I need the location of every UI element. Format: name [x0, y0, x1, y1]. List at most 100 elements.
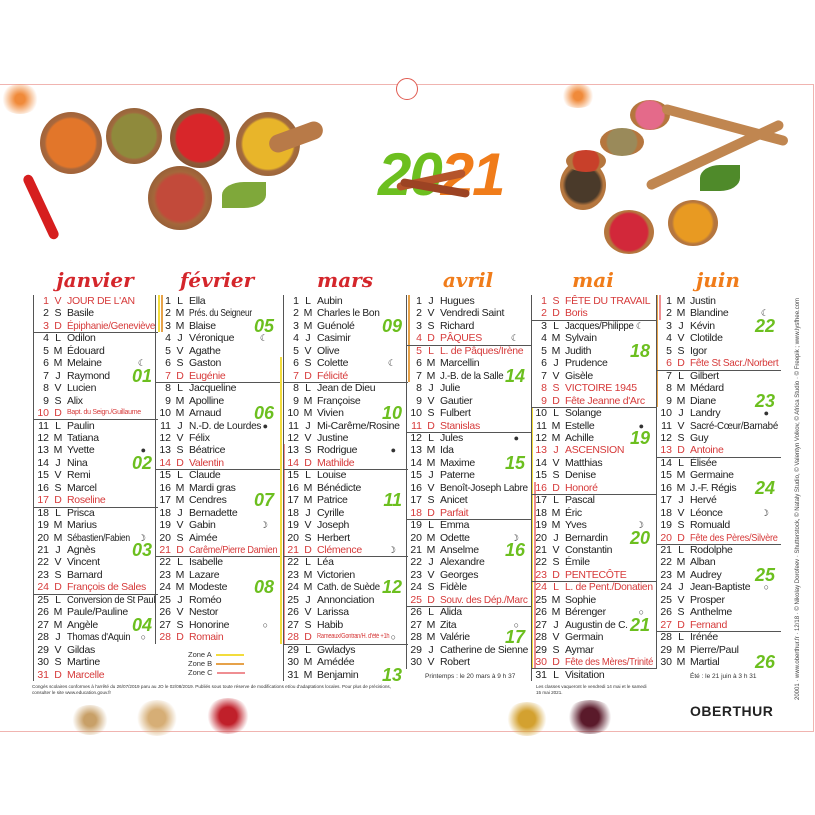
day-number: 18	[660, 506, 672, 519]
week-number: 24	[754, 477, 775, 498]
day-row: 12 V Justine	[284, 432, 408, 444]
saint-name: Cath. de Suède	[317, 581, 380, 594]
saint-name: Emma	[440, 519, 470, 532]
day-number: 4	[416, 332, 422, 345]
weekday-letter: V	[304, 344, 312, 357]
day-number: 9	[43, 394, 49, 407]
weekday-letter: M	[676, 556, 686, 569]
day-number: 23	[660, 568, 672, 581]
saint-name: Claude	[189, 469, 221, 482]
week-number: 26	[754, 652, 775, 673]
day-number: 12	[159, 431, 171, 444]
weekday-letter: M	[676, 643, 686, 656]
saint-name: Clémence	[317, 544, 362, 556]
weekday-letter: M	[551, 519, 561, 532]
day-row: 5 V Olive	[284, 345, 408, 357]
first-quarter-icon: ☽	[510, 532, 519, 543]
day-row: 24 S Fidèle	[407, 581, 531, 593]
weekday-letter: V	[427, 656, 435, 669]
day-number: 10	[37, 407, 49, 420]
weekday-letter: D	[176, 544, 184, 556]
weekday-letter: S	[427, 319, 435, 332]
weekday-letter: L	[553, 581, 559, 594]
day-row: 6 M Marcellin	[407, 357, 531, 369]
day-row: 24 M Cath. de Suède	[284, 581, 408, 593]
day-number: 25	[287, 593, 299, 606]
day-number: 5	[165, 344, 171, 357]
weekday-letter: L	[177, 295, 183, 307]
day-row: 13 J ASCENSION	[532, 444, 656, 456]
weekday-letter: M	[175, 394, 185, 407]
saint-name: Léa	[317, 556, 334, 569]
day-row: 18 J Bernadette	[156, 507, 280, 519]
weekday-letter: M	[676, 307, 686, 320]
school-zones-legend: Zone A Zone B Zone C	[188, 650, 245, 677]
day-row: 13 M Ida	[407, 444, 531, 456]
day-row: 17 M Cendres	[156, 494, 280, 506]
weekday-letter: L	[177, 382, 183, 395]
day-number: 4	[541, 332, 547, 345]
day-number: 25	[535, 593, 547, 606]
saint-name: Casimir	[317, 332, 351, 345]
day-row: 2 M Prés. du Seigneur	[156, 307, 280, 319]
weekday-letter: S	[54, 568, 62, 581]
day-row: 16 D Honoré	[532, 482, 656, 496]
weekday-letter: S	[54, 394, 62, 407]
day-row: 29 V Gildas	[34, 644, 158, 656]
saint-name: Georges	[440, 568, 479, 581]
saint-name: Éric	[565, 506, 582, 519]
day-number: 26	[287, 606, 299, 619]
day-number: 26	[159, 606, 171, 619]
weekday-letter: D	[304, 369, 312, 382]
weekday-letter: L	[305, 556, 311, 569]
weekday-letter: M	[426, 444, 436, 457]
month-title: mars	[317, 268, 373, 292]
day-row: 11 J N.-D. de Lourdes	[156, 420, 280, 432]
saint-name: Joseph	[317, 519, 350, 532]
saint-name: Cyrille	[317, 506, 345, 519]
day-row: 25 D Souv. des Dép./Marc	[407, 594, 531, 608]
day-row: 14 J Nina	[34, 457, 158, 469]
last-quarter-icon: ☾	[387, 358, 396, 369]
saint-name: L. de Pent./Donatien	[565, 581, 653, 594]
day-number: 21	[159, 544, 171, 556]
day-row: 18 L Prisca	[34, 507, 158, 519]
saint-name: Sacré-Cœur/Barnabé	[690, 419, 778, 432]
day-number: 28	[410, 631, 422, 644]
day-row: 20 S Herbert	[284, 532, 408, 544]
weekday-letter: D	[304, 456, 312, 469]
weekday-letter: M	[53, 618, 63, 631]
saint-name: Kévin	[690, 319, 715, 332]
weekday-letter: L	[428, 519, 434, 532]
day-number: 11	[536, 419, 547, 432]
day-row: 7 D Félicité	[284, 369, 408, 384]
day-row: 1 S FÊTE DU TRAVAIL	[532, 295, 656, 307]
day-row: 16 M Bénédicte	[284, 482, 408, 494]
day-number: 31	[287, 668, 299, 681]
weekday-letter: S	[677, 344, 685, 357]
weekday-letter: D	[552, 307, 560, 320]
saint-name: Justin	[690, 295, 716, 307]
day-number: 9	[165, 394, 171, 407]
saint-name: Augustin de C.	[565, 618, 628, 631]
day-row: 30 D Fête des Mères/Trinité	[532, 656, 656, 670]
day-number: 6	[43, 357, 49, 370]
saint-name: Olive	[317, 344, 340, 357]
day-row: 30 S Martine	[34, 656, 158, 668]
day-number: 24	[159, 581, 171, 594]
day-number: 11	[411, 419, 422, 432]
day-row: 29 M Pierre/Paul	[657, 644, 781, 656]
day-row: 20 M Odette	[407, 532, 531, 544]
day-row: 21 D Carême/Pierre Damien	[156, 544, 280, 558]
day-number: 27	[535, 618, 547, 631]
day-number: 22	[287, 556, 299, 569]
weekday-letter: S	[304, 444, 312, 457]
full-moon-icon: ○	[262, 619, 268, 630]
day-row: 21 V Constantin	[532, 544, 656, 556]
day-number: 9	[666, 394, 672, 407]
saint-name: Jules	[440, 431, 464, 444]
day-number: 27	[37, 618, 49, 631]
saint-name: J.-B. de la Salle	[440, 369, 504, 382]
saint-name: Fulbert	[440, 407, 471, 420]
day-row: 28 V Germain	[532, 631, 656, 643]
